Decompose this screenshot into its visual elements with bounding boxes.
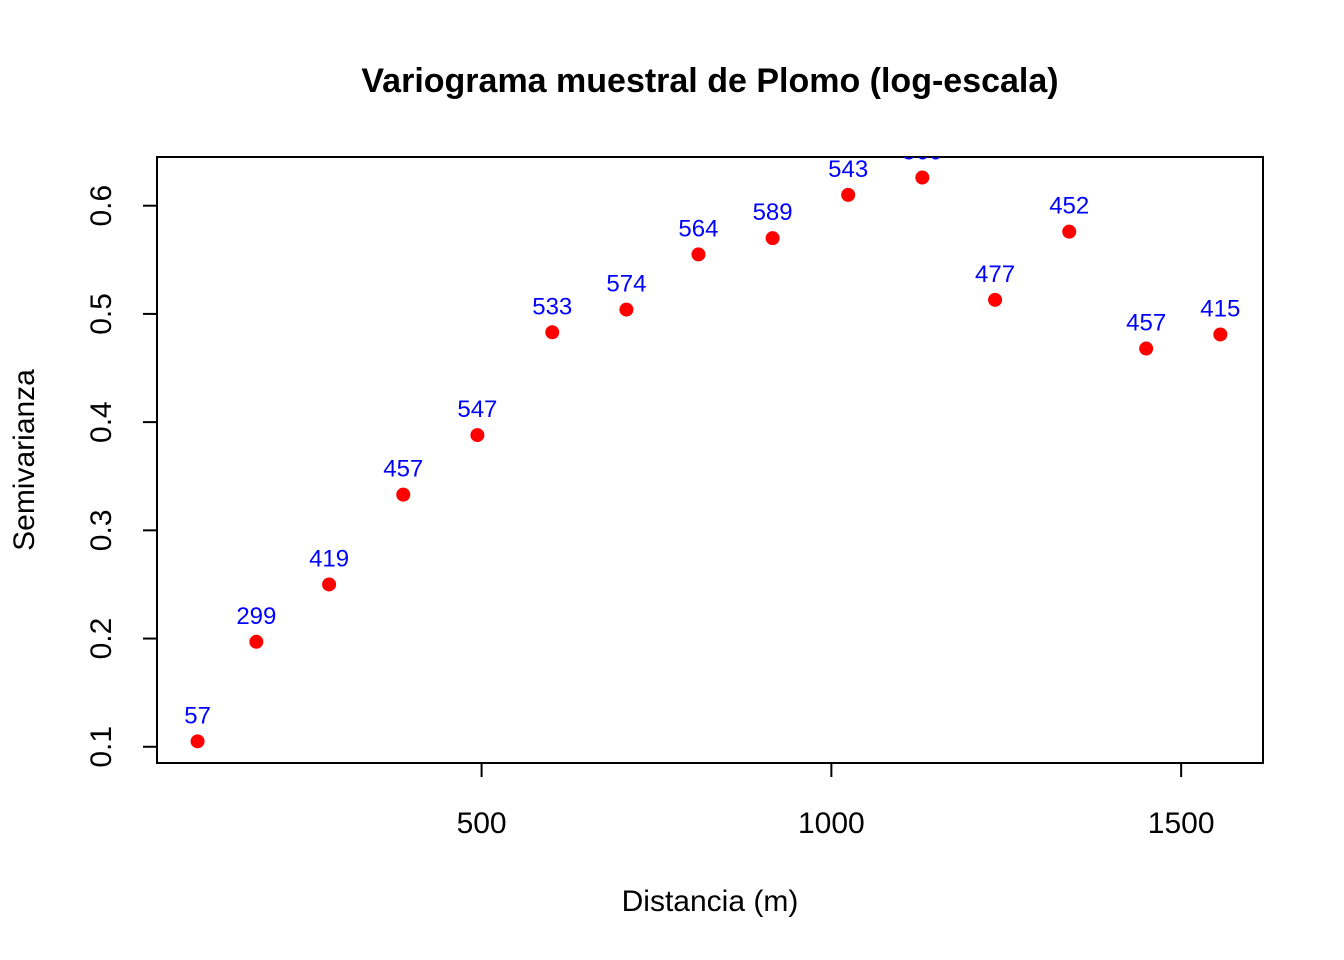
data-point <box>249 634 264 649</box>
data-point <box>470 428 485 443</box>
y-axis-label: Semivarianza <box>8 369 41 551</box>
data-point-label: 299 <box>236 603 276 630</box>
y-tick-label: 0.6 <box>85 185 118 227</box>
x-axis: 500 1000 1500 <box>457 762 1215 840</box>
x-tick-label: 1000 <box>798 807 865 840</box>
data-point-label: 457 <box>383 456 423 483</box>
y-tick-label: 0.3 <box>85 509 118 551</box>
data-point <box>190 734 205 749</box>
data-point-label: 415 <box>1200 295 1240 322</box>
data-point-label: 560 <box>902 139 942 166</box>
chart-title: Variograma muestral de Plomo (log-escala… <box>361 62 1058 100</box>
data-point <box>841 187 856 202</box>
data-point-label: 457 <box>1126 310 1166 337</box>
data-point-label: 533 <box>532 293 572 320</box>
data-layer: 57 299 419 457 547 533 574 564 589 543 560 477 452 45… <box>184 139 1240 749</box>
x-axis-label: Distancia (m) <box>622 885 799 918</box>
data-point <box>915 170 930 185</box>
y-axis: 0.1 0.2 0.3 0.4 0.5 0.6 <box>85 185 158 768</box>
plot-frame <box>156 156 1264 764</box>
data-point <box>1139 341 1154 356</box>
y-tick-label: 0.2 <box>85 618 118 660</box>
data-point-label: 574 <box>606 271 646 298</box>
data-point <box>691 247 706 262</box>
data-point-label: 477 <box>975 261 1015 288</box>
y-tick-label: 0.1 <box>85 726 118 768</box>
x-tick-label: 1500 <box>1148 807 1215 840</box>
y-tick-label: 0.5 <box>85 293 118 335</box>
data-point <box>765 231 780 246</box>
data-point-label: 564 <box>678 215 718 242</box>
x-tick-label: 500 <box>457 807 507 840</box>
data-point <box>619 302 634 317</box>
data-point <box>322 577 337 592</box>
data-point-label: 57 <box>184 702 211 729</box>
data-point-label: 543 <box>828 156 868 183</box>
data-point-label: 419 <box>309 545 349 572</box>
data-point <box>396 487 411 502</box>
data-point <box>988 292 1003 307</box>
data-point-label: 589 <box>753 199 793 226</box>
data-point <box>545 325 560 340</box>
data-point-label: 547 <box>457 396 497 423</box>
y-tick-label: 0.4 <box>85 401 118 443</box>
data-point <box>1062 224 1077 239</box>
data-point-label: 452 <box>1049 193 1089 220</box>
data-point <box>1213 327 1228 342</box>
